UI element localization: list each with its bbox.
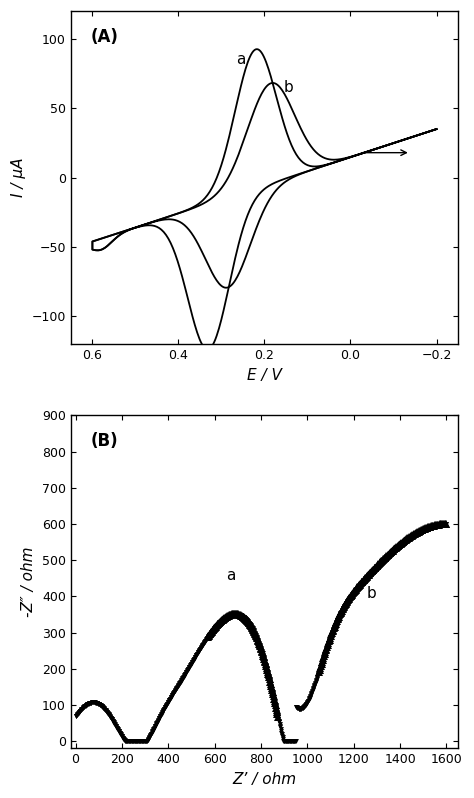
Text: (B): (B)	[90, 432, 118, 450]
Text: b: b	[284, 80, 293, 95]
Y-axis label: I / μA: I / μA	[11, 158, 26, 197]
Text: a: a	[226, 568, 236, 583]
Y-axis label: -Z″ / ohm: -Z″ / ohm	[21, 547, 36, 617]
Text: a: a	[237, 52, 246, 67]
Text: (A): (A)	[90, 28, 118, 45]
X-axis label: Z’ / ohm: Z’ / ohm	[232, 772, 297, 787]
Text: b: b	[366, 587, 376, 601]
X-axis label: E / V: E / V	[247, 368, 282, 382]
